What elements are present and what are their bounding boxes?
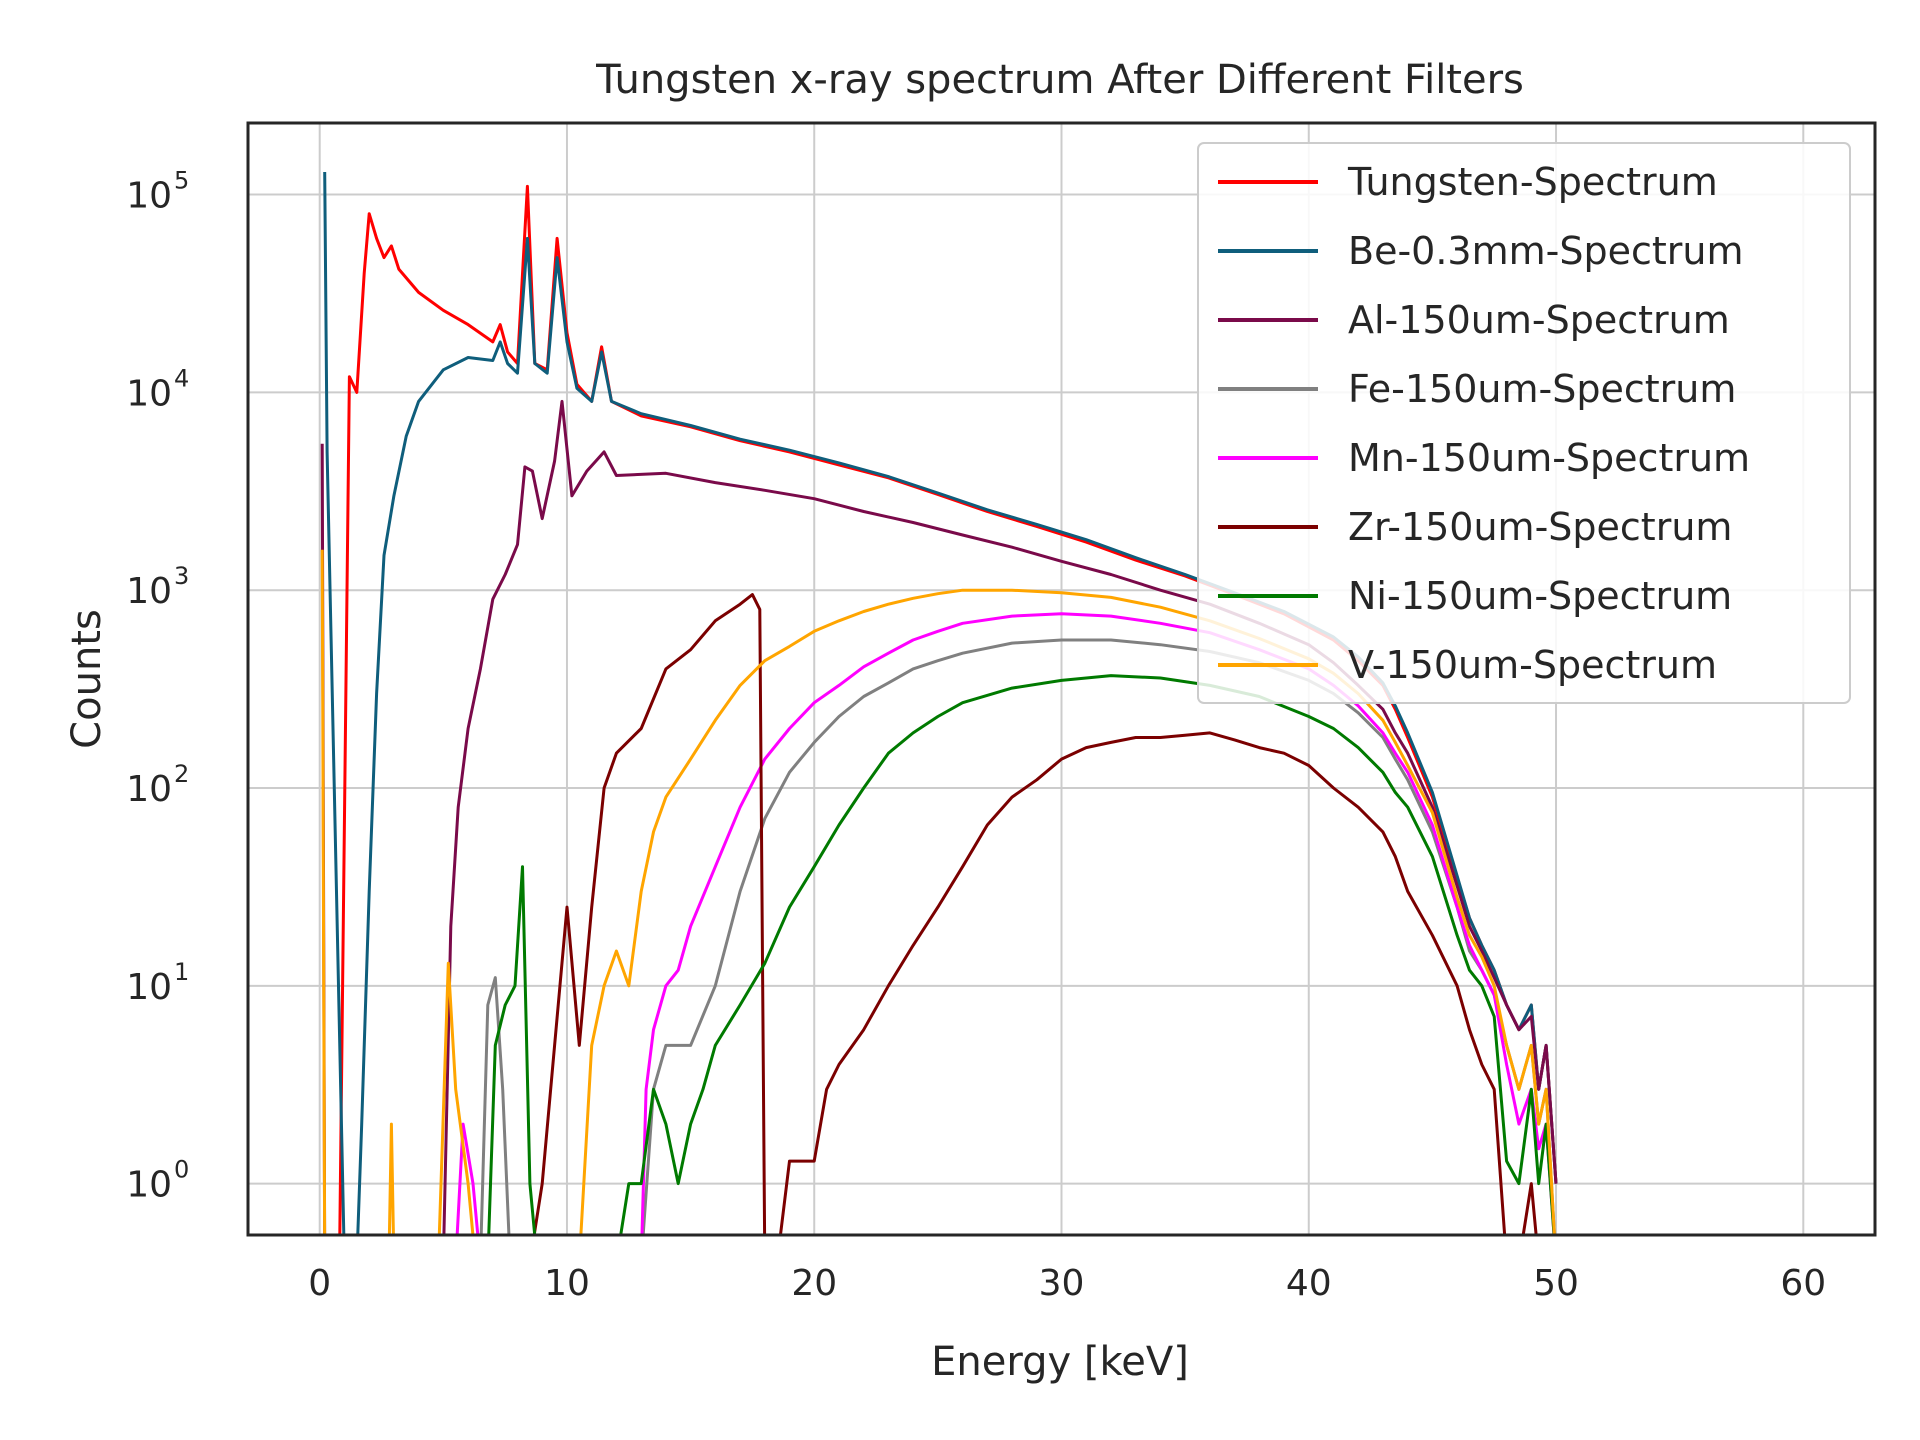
y-tick-base: 10 [126,967,172,1008]
legend-label: Zr-150um-Spectrum [1348,505,1732,549]
y-tick-base: 10 [126,571,172,612]
series-line-4 [455,612,1556,1235]
y-axis-label: Counts [64,609,110,749]
y-tick-label: 10 5 [126,167,189,217]
legend: Tungsten-Spectrum Be-0.3mm-Spectrum Al-150… [1197,142,1851,704]
legend-label: Fe-150um-Spectrum [1348,367,1736,411]
series-line-6 [487,674,1556,1235]
y-tick-exponent: 5 [174,167,189,195]
x-tick-label: 0 [308,1263,331,1304]
y-tick-exponent: 4 [174,364,189,392]
x-tick-label: 40 [1286,1263,1332,1304]
series-layer [320,171,1558,1235]
y-tick-exponent: 1 [174,958,189,986]
legend-box [1197,142,1851,704]
x-tick-label: 20 [791,1263,837,1304]
chart-title: Tungsten x-ray spectrum After Different … [595,57,1524,103]
x-axis-label: Energy [keV] [931,1339,1189,1385]
plot-frame [246,121,1877,1237]
legend-label: Ni-150um-Spectrum [1348,574,1732,618]
x-tick-label: 10 [544,1263,590,1304]
x-tick-label: 30 [1039,1263,1085,1304]
y-tick-base: 10 [126,373,172,414]
series-line-7 [320,549,1556,1235]
x-tick-label: 60 [1780,1263,1826,1304]
y-tick-base: 10 [126,176,172,217]
legend-label: Mn-150um-Spectrum [1348,436,1750,480]
y-tick-exponent: 0 [174,1156,189,1184]
series-line-2 [320,399,1558,1235]
legend-label: Al-150um-Spectrum [1348,298,1730,342]
y-tick-label: 10 3 [126,562,189,612]
series-line-1 [323,171,1558,1235]
x-tick-label: 50 [1533,1263,1579,1304]
y-tick-label: 10 1 [126,958,189,1008]
y-tick-label: 10 2 [126,760,189,810]
y-tick-base: 10 [126,769,172,810]
y-tick-exponent: 2 [174,760,189,788]
y-tick-label: 10 0 [126,1156,189,1206]
series-line-5 [532,593,1538,1235]
legend-label: Tungsten-Spectrum [1347,160,1718,204]
legend-label: Be-0.3mm-Spectrum [1348,229,1743,273]
legend-label: V-150um-Spectrum [1348,643,1717,687]
y-tick-exponent: 3 [174,562,189,590]
x-axis: 0 10 20 30 40 50 60 [308,1263,1826,1304]
y-tick-base: 10 [126,1165,172,1206]
y-tick-label: 10 4 [126,364,189,414]
